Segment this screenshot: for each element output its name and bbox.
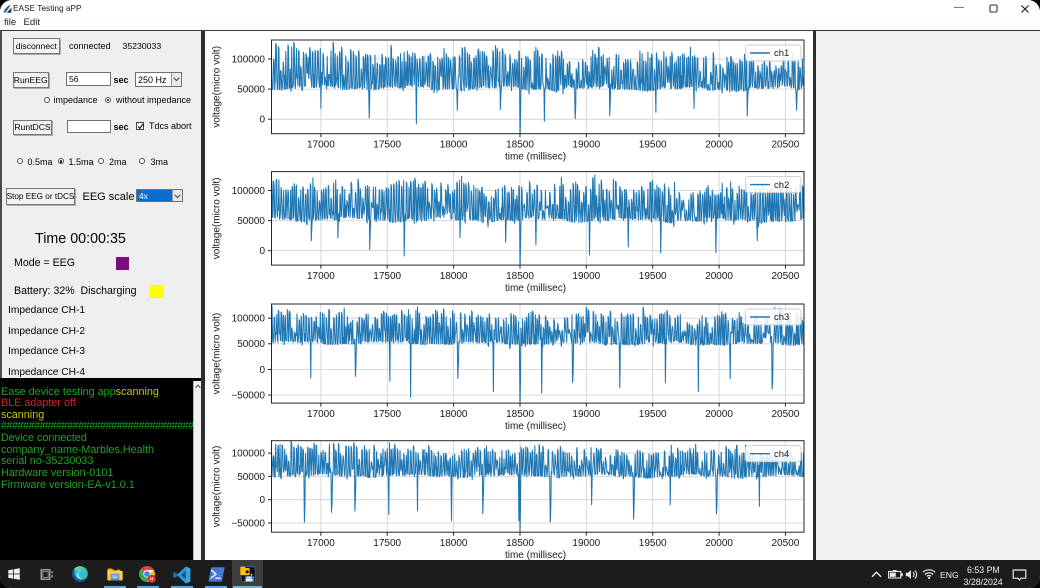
svg-text:time (millisec): time (millisec) xyxy=(504,283,565,294)
svg-text:17000: 17000 xyxy=(306,409,334,420)
svg-text:voltage(micro volt): voltage(micro volt) xyxy=(211,445,222,527)
svg-text:20500: 20500 xyxy=(771,538,799,549)
svg-text:20000: 20000 xyxy=(705,139,733,150)
svg-text:20000: 20000 xyxy=(705,538,733,549)
svg-text:19500: 19500 xyxy=(638,271,666,282)
svg-text:voltage(micro volt): voltage(micro volt) xyxy=(211,312,222,394)
svg-text:19500: 19500 xyxy=(638,538,666,549)
svg-text:50000: 50000 xyxy=(237,471,265,482)
svg-text:H: H xyxy=(150,576,154,582)
svg-text:100000: 100000 xyxy=(231,448,265,459)
svg-text:50000: 50000 xyxy=(237,339,265,350)
svg-text:100000: 100000 xyxy=(231,185,265,196)
svg-text:time (millisec): time (millisec) xyxy=(504,151,565,162)
svg-text:20500: 20500 xyxy=(771,409,799,420)
svg-text:19000: 19000 xyxy=(572,409,600,420)
svg-text:18500: 18500 xyxy=(506,139,534,150)
svg-text:voltage(micro volt): voltage(micro volt) xyxy=(211,177,222,259)
svg-text:100000: 100000 xyxy=(231,313,265,324)
svg-text:ch4: ch4 xyxy=(774,448,789,459)
svg-text:20000: 20000 xyxy=(705,271,733,282)
svg-text:17500: 17500 xyxy=(373,271,401,282)
svg-text:17000: 17000 xyxy=(306,271,334,282)
svg-text:time (millisec): time (millisec) xyxy=(504,550,565,561)
svg-text:20500: 20500 xyxy=(771,271,799,282)
svg-text:time (millisec): time (millisec) xyxy=(504,421,565,432)
svg-text:100000: 100000 xyxy=(231,54,265,65)
svg-text:50000: 50000 xyxy=(237,216,265,227)
svg-text:18500: 18500 xyxy=(506,538,534,549)
svg-text:−50000: −50000 xyxy=(231,518,265,529)
svg-text:19000: 19000 xyxy=(572,271,600,282)
svg-text:ch1: ch1 xyxy=(774,48,789,59)
svg-text:0: 0 xyxy=(259,364,265,375)
svg-text:20500: 20500 xyxy=(771,139,799,150)
svg-text:18500: 18500 xyxy=(506,409,534,420)
svg-text:17000: 17000 xyxy=(306,538,334,549)
svg-text:0: 0 xyxy=(259,495,265,506)
svg-text:ch2: ch2 xyxy=(774,179,789,190)
svg-text:19500: 19500 xyxy=(638,139,666,150)
svg-text:19000: 19000 xyxy=(572,139,600,150)
svg-text:17500: 17500 xyxy=(373,139,401,150)
svg-text:19500: 19500 xyxy=(638,409,666,420)
svg-text:18000: 18000 xyxy=(439,139,467,150)
svg-text:20000: 20000 xyxy=(705,409,733,420)
svg-text:18000: 18000 xyxy=(439,409,467,420)
svg-text:17500: 17500 xyxy=(373,538,401,549)
svg-text:0: 0 xyxy=(259,246,265,257)
svg-text:0: 0 xyxy=(259,114,265,125)
svg-text:18500: 18500 xyxy=(506,271,534,282)
svg-text:ch3: ch3 xyxy=(774,312,789,323)
svg-text:18000: 18000 xyxy=(439,271,467,282)
svg-text:18000: 18000 xyxy=(439,538,467,549)
svg-text:19000: 19000 xyxy=(572,538,600,549)
svg-text:−50000: −50000 xyxy=(231,390,265,401)
svg-text:voltage(micro volt): voltage(micro volt) xyxy=(211,45,222,127)
svg-text:50000: 50000 xyxy=(237,84,265,95)
svg-text:17000: 17000 xyxy=(306,139,334,150)
svg-text:17500: 17500 xyxy=(373,409,401,420)
